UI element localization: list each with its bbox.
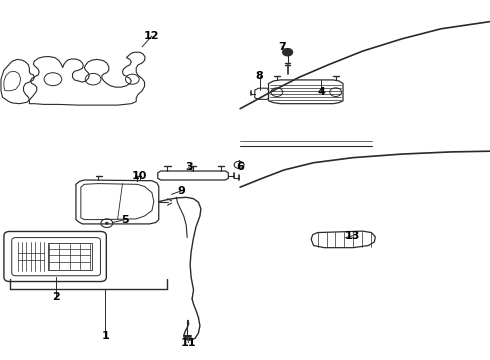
Text: 3: 3 <box>185 162 193 172</box>
Bar <box>48 243 92 270</box>
Text: 7: 7 <box>278 42 286 52</box>
Circle shape <box>105 222 108 224</box>
Text: 13: 13 <box>345 231 361 241</box>
Text: 4: 4 <box>317 87 325 97</box>
Text: 10: 10 <box>132 171 147 181</box>
Text: 8: 8 <box>256 71 264 81</box>
Text: 5: 5 <box>121 215 129 225</box>
Text: 9: 9 <box>177 186 185 196</box>
Circle shape <box>283 49 293 56</box>
Text: 1: 1 <box>101 330 109 341</box>
Text: 2: 2 <box>52 292 60 302</box>
Text: 11: 11 <box>181 338 196 348</box>
Text: 12: 12 <box>144 31 160 41</box>
Text: 6: 6 <box>236 162 244 172</box>
